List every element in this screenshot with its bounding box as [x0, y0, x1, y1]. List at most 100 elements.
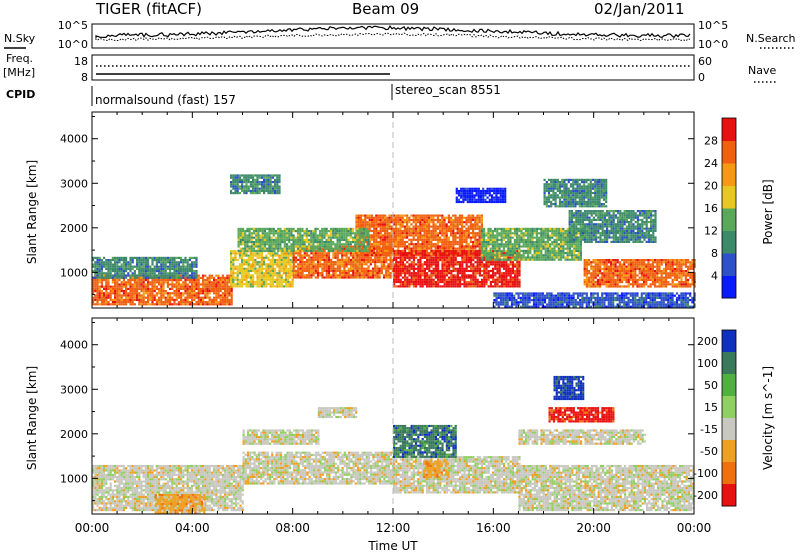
- velocity-colorbar-segment: [722, 352, 736, 375]
- velocity-y-tick-label: 1000: [60, 472, 88, 485]
- velocity-colorbar-segment: [722, 374, 736, 397]
- velocity-colorbar-tick-label: 15: [704, 401, 718, 414]
- power-heatmap: [92, 112, 696, 308]
- velocity-x-tick-label: 00:00: [75, 521, 110, 535]
- power-colorbar-tick-label: 8: [711, 247, 718, 260]
- velocity-x-tick-label: 20:00: [576, 521, 611, 535]
- power-y-tick-label: 4000: [60, 133, 88, 146]
- power-colorbar-frame: [721, 117, 737, 299]
- velocity-x-axis: 00:00 04:00 08:00 12:00 16:00 20:00 00:00: [75, 318, 712, 535]
- velocity-echo-region: [518, 465, 695, 512]
- freq-unit-label: [MHz]: [3, 66, 35, 79]
- velocity-x-tick-label: 16:00: [476, 521, 511, 535]
- power-colorbar: 4 8 12 16 20 24 28: [704, 117, 737, 299]
- nave-tick-top: 60: [698, 55, 712, 68]
- nave-tick-bottom: 0: [698, 71, 705, 84]
- power-echo-region: [568, 210, 657, 243]
- power-echo-region: [237, 227, 370, 252]
- velocity-x-tick-label: 04:00: [175, 521, 210, 535]
- power-y-axis: 1000 2000 3000 4000: [60, 115, 694, 296]
- power-echo-region: [230, 174, 281, 195]
- velocity-colorbar-tick-label: -200: [693, 489, 718, 502]
- velocity-y-tick-label: 3000: [60, 383, 88, 396]
- velocity-echo-region: [393, 424, 457, 458]
- power-y-tick-label: 1000: [60, 266, 88, 279]
- power-colorbar-tick-label: 16: [704, 202, 718, 215]
- velocity-y-axis: 1000 2000 3000 4000: [60, 321, 694, 502]
- noise-panel: [91, 23, 695, 49]
- velocity-colorbar-tick-label: -50: [700, 445, 718, 458]
- freq-label: Freq.: [6, 52, 33, 65]
- power-colorbar-label: Power [dB]: [761, 179, 775, 244]
- velocity-echo-region: [423, 460, 450, 479]
- power-colorbar-segment: [722, 118, 736, 141]
- velocity-ylabel: Slant Range [km]: [25, 366, 39, 470]
- velocity-echo-region: [393, 456, 521, 494]
- power-ylabel: Slant Range [km]: [25, 160, 39, 264]
- velocity-colorbar-tick-label: 50: [704, 379, 718, 392]
- velocity-colorbar-tick-label: -100: [693, 467, 718, 480]
- velocity-x-tick-label: 12:00: [376, 521, 411, 535]
- power-echo-region: [92, 274, 233, 306]
- velocity-echo-region: [548, 407, 615, 423]
- power-colorbar-segment: [722, 163, 736, 186]
- nsearch-trace: [95, 32, 691, 42]
- power-echo-region: [455, 187, 507, 204]
- power-colorbar-segment: [722, 253, 736, 276]
- power-colorbar-tick-label: 4: [711, 270, 718, 283]
- power-echo-region: [480, 227, 582, 261]
- velocity-colorbar-frame: [721, 329, 737, 507]
- power-x-axis: [91, 112, 695, 308]
- velocity-x-tick-label: 08:00: [275, 521, 310, 535]
- velocity-y-tick-label: 2000: [60, 428, 88, 441]
- power-echo-region: [493, 292, 696, 308]
- cpid-segment-1: normalsound (fast) 157: [95, 93, 236, 107]
- velocity-y-tick-label: 4000: [60, 339, 88, 352]
- velocity-colorbar-segment: [722, 396, 736, 419]
- velocity-echo-region: [317, 407, 358, 419]
- power-colorbar-tick-label: 28: [704, 135, 718, 148]
- power-y-tick-label: 3000: [60, 177, 88, 190]
- velocity-echo-region: [242, 451, 395, 485]
- velocity-echo-region: [242, 429, 320, 445]
- cpid-label: CPID: [6, 88, 35, 101]
- freq-tick-top: 18: [74, 55, 88, 68]
- power-colorbar-tick-label: 24: [704, 157, 718, 170]
- power-colorbar-segment: [722, 208, 736, 231]
- cpid-segment-2: stereo_scan 8551: [395, 83, 501, 97]
- power-colorbar-segment: [722, 140, 736, 164]
- velocity-echo-region: [518, 429, 646, 445]
- power-colorbar-tick-label: 12: [704, 225, 718, 238]
- noise-tick-right-top: 10^5: [698, 19, 728, 32]
- power-y-tick-label: 2000: [60, 222, 88, 235]
- power-echo-region: [230, 250, 294, 288]
- velocity-colorbar-segment: [722, 484, 736, 507]
- power-colorbar-tick-label: 20: [704, 180, 718, 193]
- velocity-colorbar-tick-label: 200: [697, 335, 718, 348]
- power-colorbar-segment: [722, 230, 736, 254]
- velocity-x-tick-label: 00:00: [677, 521, 712, 535]
- velocity-colorbar-tick-label: 100: [697, 357, 718, 370]
- velocity-colorbar-tick-label: -15: [700, 423, 718, 436]
- power-echo-region: [92, 256, 198, 279]
- beam-title: Beam 09: [352, 0, 419, 18]
- velocity-xlabel: Time UT: [367, 539, 418, 553]
- velocity-colorbar-label: Velocity [m s^-1]: [761, 366, 775, 470]
- noise-tick-left-top: 10^5: [58, 19, 88, 32]
- noise-traces: [95, 25, 691, 42]
- date-title: 02/Jan/2011: [594, 0, 685, 18]
- nave-label: Nave: [748, 64, 776, 77]
- velocity-colorbar-segment: [722, 418, 736, 441]
- velocity-heatmap: [92, 318, 695, 514]
- power-echo-region: [543, 178, 608, 208]
- power-colorbar-segment: [722, 185, 736, 209]
- power-echo-region: [583, 259, 696, 288]
- velocity-echo-region: [553, 375, 585, 401]
- noise-tick-right-bottom: 10^0: [698, 38, 728, 51]
- velocity-echo-region: [154, 494, 206, 514]
- nsky-label: N.Sky: [4, 32, 36, 45]
- noise-tick-left-bottom: 10^0: [58, 38, 88, 51]
- power-colorbar-segment: [722, 275, 736, 299]
- power-echo-region: [355, 214, 483, 257]
